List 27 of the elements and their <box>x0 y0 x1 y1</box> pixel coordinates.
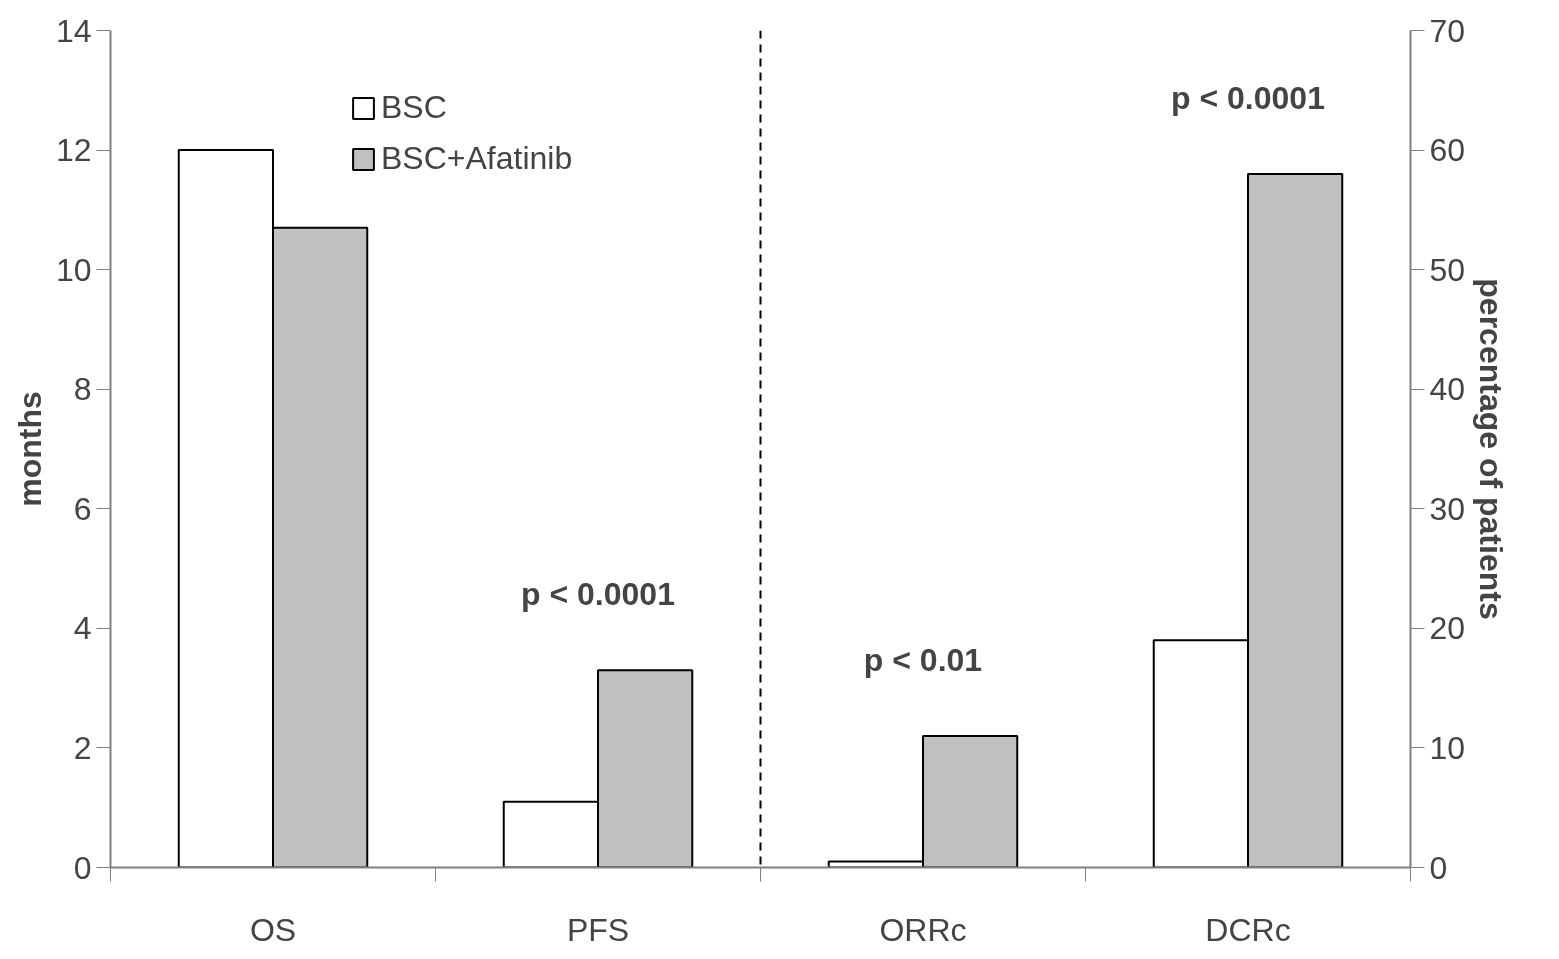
y-tick-label: 6 <box>73 490 92 527</box>
y-tick-label: 4 <box>73 610 92 647</box>
legend-label: BSC <box>381 89 447 126</box>
y-tick-label: 12 <box>55 132 92 169</box>
annotation: p < 0.01 <box>863 641 983 678</box>
x-tick-label: ORRc <box>879 911 967 948</box>
y2-axis-title: percentage of patients <box>1473 278 1510 620</box>
y2-tick-label: 60 <box>1429 132 1466 169</box>
annotation: p < 0.0001 <box>521 576 675 613</box>
y-tick-label: 10 <box>55 251 92 288</box>
y2-tick-label: 30 <box>1429 490 1466 527</box>
y2-tick-label: 40 <box>1429 371 1466 408</box>
y-tick-label: 8 <box>73 371 92 408</box>
x-tick-label: PFS <box>566 911 630 948</box>
y-tick-label: 0 <box>73 849 92 886</box>
y2-tick-label: 10 <box>1429 729 1466 766</box>
annotation: p < 0.0001 <box>1171 79 1325 116</box>
y-tick-label: 2 <box>73 729 92 766</box>
x-tick-label: DCRc <box>1205 911 1291 948</box>
legend-label: BSC+Afatinib <box>381 140 573 177</box>
y2-tick-label: 70 <box>1429 12 1466 49</box>
y2-tick-label: 0 <box>1429 849 1448 886</box>
y-axis-title: months <box>11 391 48 507</box>
y2-tick-label: 20 <box>1429 610 1466 647</box>
x-tick-label: OS <box>249 911 297 948</box>
y2-tick-label: 50 <box>1429 251 1466 288</box>
y-tick-label: 14 <box>55 12 92 49</box>
